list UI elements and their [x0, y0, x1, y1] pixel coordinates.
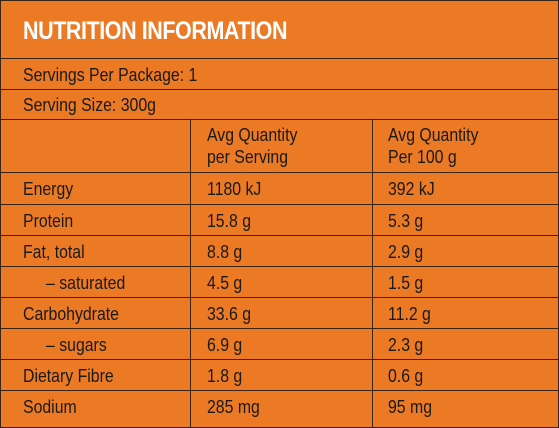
per-serving-value: 33.6 g — [207, 304, 252, 324]
nutrient-label: – saturated — [46, 273, 126, 293]
nutrient-label: Dietary Fibre — [23, 366, 114, 386]
table-row: Dietary Fibre 1.8 g 0.6 g — [1, 360, 558, 391]
nutrient-label: – sugars — [46, 335, 107, 355]
header-label-cell — [1, 120, 191, 172]
table-row: Protein 15.8 g 5.3 g — [1, 205, 558, 236]
table-row: Energy 1180 kJ 392 kJ — [1, 173, 558, 205]
nutrient-label: Energy — [23, 179, 74, 199]
per-100g-value: 392 kJ — [388, 179, 435, 199]
per-serving-value: 8.8 g — [207, 242, 243, 262]
column-header-row: Avg Quantity per Serving Avg Quantity Pe… — [1, 120, 558, 173]
nutrient-label: Fat, total — [23, 242, 85, 262]
per-100g-value: 95 mg — [388, 397, 433, 417]
per-serving-value: 6.9 g — [207, 335, 243, 355]
per-serving-value: 1.8 g — [207, 366, 243, 386]
header-per-100g-line2: Per 100 g — [388, 147, 457, 167]
serving-size-row: Serving Size: 300g — [1, 90, 558, 120]
panel-title: NUTRITION INFORMATION — [23, 17, 288, 45]
nutrient-label: Sodium — [23, 397, 77, 417]
serving-size: Serving Size: 300g — [23, 95, 156, 115]
panel-title-bar: NUTRITION INFORMATION — [1, 1, 558, 59]
header-per-100g: Avg Quantity Per 100 g — [373, 120, 558, 172]
header-per-serving-line1: Avg Quantity — [207, 125, 298, 145]
per-serving-value: 4.5 g — [207, 273, 243, 293]
servings-per-package: Servings Per Package: 1 — [23, 65, 198, 85]
header-per-serving-line2: per Serving — [207, 147, 289, 167]
servings-per-package-row: Servings Per Package: 1 — [1, 59, 558, 90]
per-100g-value: 0.6 g — [388, 366, 424, 386]
header-per-serving: Avg Quantity per Serving — [191, 120, 373, 172]
header-per-100g-line1: Avg Quantity — [388, 125, 479, 145]
per-serving-value: 1180 kJ — [207, 179, 262, 199]
per-100g-value: 2.9 g — [388, 242, 424, 262]
nutrient-label: Protein — [23, 211, 74, 231]
table-row: Fat, total 8.8 g 2.9 g — [1, 236, 558, 267]
table-row: – saturated 4.5 g 1.5 g — [1, 267, 558, 298]
per-serving-value: 15.8 g — [207, 211, 252, 231]
table-row: Sodium 285 mg 95 mg — [1, 391, 558, 427]
per-100g-value: 1.5 g — [388, 273, 424, 293]
table-row: – sugars 6.9 g 2.3 g — [1, 329, 558, 360]
per-100g-value: 11.2 g — [388, 304, 431, 324]
per-serving-value: 285 mg — [207, 397, 260, 417]
per-100g-value: 2.3 g — [388, 335, 424, 355]
table-row: Carbohydrate 33.6 g 11.2 g — [1, 298, 558, 329]
per-100g-value: 5.3 g — [388, 211, 424, 231]
nutrient-label: Carbohydrate — [23, 304, 119, 324]
